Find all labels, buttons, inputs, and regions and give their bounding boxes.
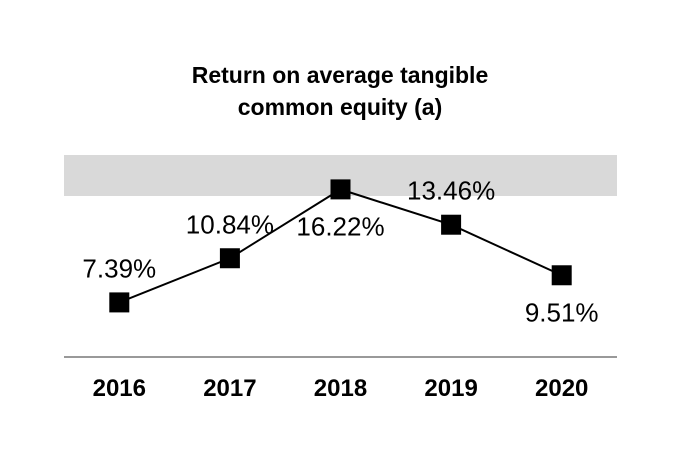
data-point-marker-2020 xyxy=(551,265,572,286)
data-point-label-2018: 16.22% xyxy=(296,211,385,242)
x-axis-label-2017: 2017 xyxy=(203,375,257,402)
data-point-label-2017: 10.84% xyxy=(185,209,274,240)
data-point-marker-2017 xyxy=(219,248,240,269)
data-point-label-2019: 13.46% xyxy=(407,175,496,206)
chart-title: Return on average tangible common equity… xyxy=(0,59,680,123)
x-axis-label-2018: 2018 xyxy=(313,375,368,402)
data-point-label-2016: 7.39% xyxy=(82,253,157,284)
data-point-marker-2019 xyxy=(441,214,462,235)
x-axis-line xyxy=(64,356,617,358)
data-point-label-2020: 9.51% xyxy=(524,297,599,328)
chart-title-line-2: common equity (a) xyxy=(237,94,443,120)
x-axis-label-2020: 2020 xyxy=(534,375,589,402)
x-axis-label-2019: 2019 xyxy=(424,375,478,402)
series-line xyxy=(118,188,563,304)
data-point-marker-2018 xyxy=(330,179,351,200)
x-axis-label-2016: 2016 xyxy=(92,375,146,402)
chart-title-line-1: Return on average tangible xyxy=(191,62,489,88)
data-point-marker-2016 xyxy=(109,292,130,313)
